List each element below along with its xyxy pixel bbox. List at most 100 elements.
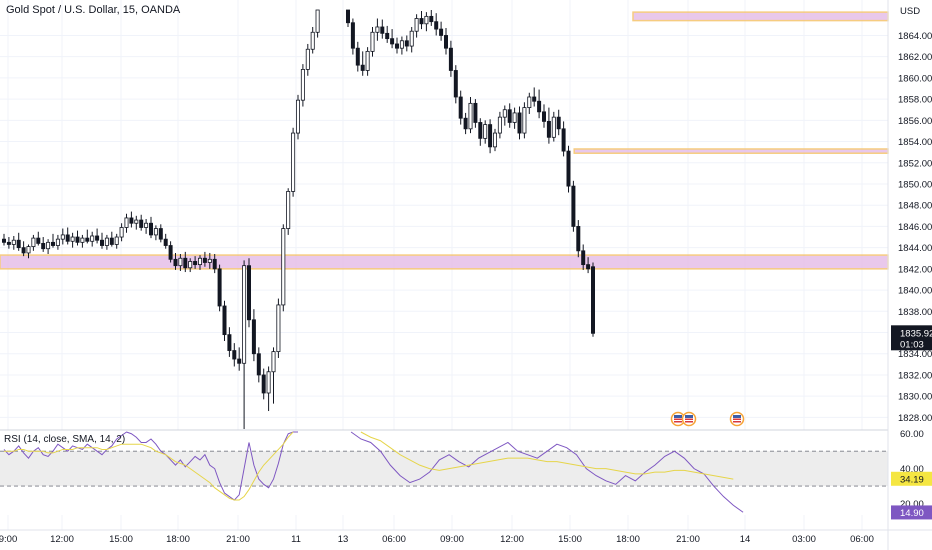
candle-body [129, 217, 134, 224]
x-tick-label: 18:00 [166, 534, 190, 545]
candle-body [55, 238, 60, 246]
candle [2, 233, 7, 246]
candle [345, 9, 350, 27]
candle [153, 225, 158, 241]
candle [380, 19, 385, 39]
rsi-band [0, 451, 888, 487]
candle [281, 224, 286, 312]
candle [90, 231, 95, 247]
candle-body [350, 22, 355, 49]
candle-body [6, 241, 11, 245]
rsi-tick-label: 60.00 [900, 429, 924, 440]
candle-body [360, 64, 365, 71]
x-tick-label: 06:00 [382, 534, 406, 545]
candle-body [380, 26, 385, 34]
candle-body [305, 48, 310, 70]
candle [468, 96, 473, 134]
candle [212, 254, 217, 274]
x-tick-label: 06:00 [850, 534, 874, 545]
candle-body [291, 132, 296, 192]
candle [439, 21, 444, 41]
candle-body [90, 235, 95, 242]
candle [237, 347, 242, 371]
candle [173, 252, 178, 270]
currency-label: USD [900, 6, 920, 17]
candle-body [492, 132, 497, 148]
candle [26, 244, 31, 259]
rsi-ma-value: 34.19 [900, 474, 924, 485]
candle [478, 118, 483, 146]
candle [419, 11, 424, 30]
candle-body [95, 235, 100, 241]
x-tick-label: 12:00 [500, 534, 524, 545]
candle [261, 368, 266, 400]
candle [502, 105, 507, 126]
candle [424, 12, 429, 32]
y-tick-label: 1830.000 [898, 392, 932, 403]
candle-body [242, 265, 247, 364]
y-tick-label: 1858.000 [898, 95, 932, 106]
candle [207, 252, 212, 269]
candle-body [51, 241, 56, 246]
candle [70, 232, 75, 248]
candle [473, 99, 478, 128]
candle [551, 111, 556, 142]
candle-body [104, 237, 109, 246]
candle [144, 219, 149, 234]
candle [546, 107, 551, 144]
candle [571, 180, 576, 232]
candle [232, 343, 237, 367]
candle-body [148, 222, 153, 236]
candle [517, 106, 522, 140]
candle-body [197, 257, 202, 266]
candle-body [31, 237, 36, 247]
candle [65, 227, 70, 245]
candle-body [139, 219, 144, 228]
y-tick-label: 1850.000 [898, 179, 932, 190]
candle-body [571, 185, 576, 227]
candle [522, 102, 527, 139]
candle [197, 255, 202, 270]
candle [80, 234, 85, 248]
candle-body [114, 236, 119, 245]
rsi-tick-label: 20.00 [900, 499, 924, 510]
y-tick-label: 1854.000 [898, 137, 932, 148]
candle [527, 92, 532, 114]
candle-body [36, 237, 41, 244]
candle [591, 262, 596, 337]
flag-icon-stripe [685, 418, 693, 420]
candle [178, 254, 183, 271]
candle-body [419, 18, 424, 25]
candle-body [217, 268, 222, 307]
candle-body [2, 238, 7, 243]
candle-body [370, 31, 375, 52]
candle [443, 28, 448, 55]
candle [295, 94, 300, 140]
candle [11, 235, 16, 250]
candle-body [11, 239, 16, 245]
candle [242, 260, 247, 430]
candle [46, 239, 51, 255]
candle [507, 103, 512, 128]
candle [360, 51, 365, 76]
candle-body [517, 112, 522, 134]
y-tick-label: 1828.000 [898, 413, 932, 424]
candle-body [414, 18, 419, 32]
candle-body [315, 9, 320, 33]
event-icons[interactable] [670, 411, 745, 427]
candle [124, 213, 129, 233]
candle-body [483, 124, 488, 139]
rsi-line [350, 431, 744, 513]
candle [276, 298, 281, 358]
candle-body [109, 237, 114, 245]
bar-countdown: 01:03 [900, 339, 924, 350]
flag-icon[interactable] [729, 411, 745, 427]
candle [163, 233, 168, 249]
zones [0, 11, 889, 270]
candle-body [385, 32, 390, 40]
candle-body [586, 264, 591, 270]
flag-icon[interactable] [681, 411, 697, 427]
candle-body [144, 222, 149, 228]
candle [370, 26, 375, 57]
